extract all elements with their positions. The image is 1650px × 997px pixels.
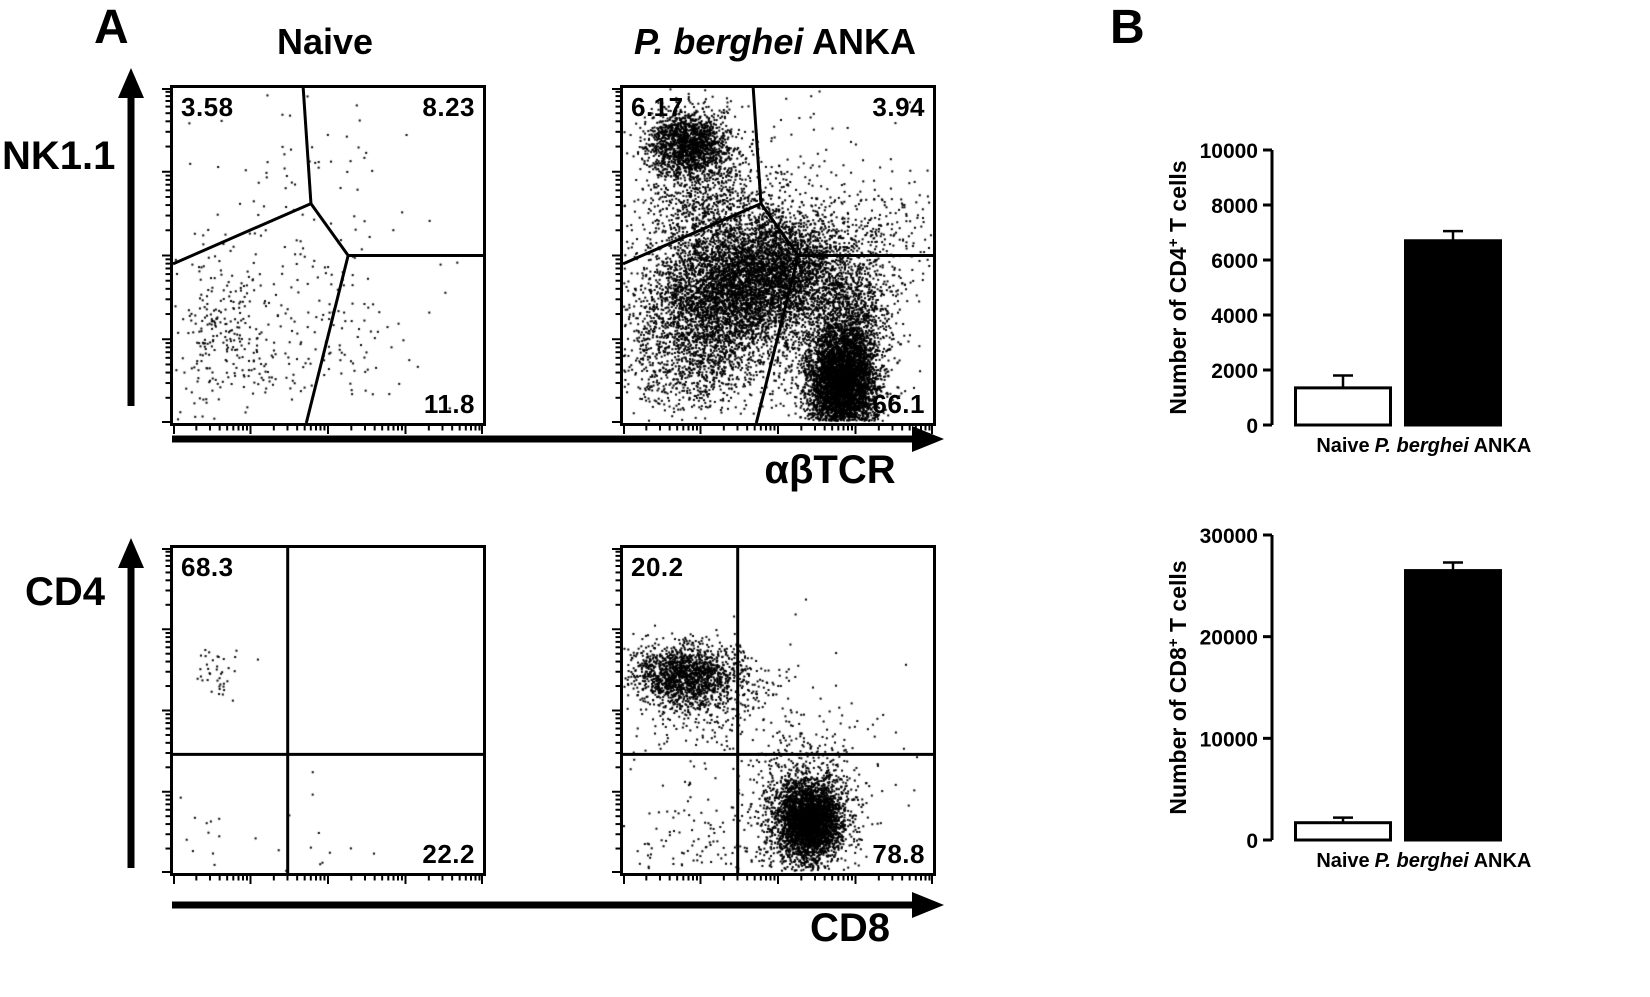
flow-plot-naive-cd4-cd8: 68.3 22.2 <box>162 545 486 884</box>
flow-plot-pberghei-cd4-cd8: 20.2 78.8 <box>612 545 936 884</box>
svg-text:6000: 6000 <box>1211 250 1258 273</box>
gate-pct-bottom-right: 78.8 <box>872 839 925 869</box>
cd4-bar-chart-svg: 0 2000 4000 6000 8000 10000 Number of CD4+ T c… <box>1165 140 1532 457</box>
plot-title-pberghei: P. berghei ANKA <box>600 22 950 62</box>
cd4-bar-chart: 0 2000 4000 6000 8000 10000 Number of CD4+ T c… <box>1150 130 1650 480</box>
svg-text:Number of CD8+ T cells: Number of CD8+ T cells <box>1165 560 1191 814</box>
svg-text:0: 0 <box>1246 830 1258 853</box>
gate-pct-top-left: 6.17 <box>631 92 684 122</box>
y-axis-ticks <box>612 88 620 423</box>
gate-lines <box>173 88 483 423</box>
cd8-axis-label: CD8 <box>809 906 891 950</box>
plot-title-naive: Naive <box>170 22 480 62</box>
gate-lines <box>623 548 933 873</box>
cd4-axis-label: CD4 <box>25 570 106 614</box>
svg-text:8000: 8000 <box>1211 195 1258 218</box>
cd8-bar-chart: 0 10000 20000 30000 Number of CD8+ T cells Na… <box>1150 515 1650 895</box>
nk11-axis-label: NK1.1 <box>2 134 116 178</box>
flow-plot-pberghei-nk11-tcr: 6.17 3.94 66.1 <box>612 85 936 434</box>
scatter-dots-canvas <box>173 548 483 873</box>
abtcr-axis-label: αβTCR <box>764 448 896 492</box>
x-axis-ticks <box>623 876 933 884</box>
svg-text:0: 0 <box>1246 415 1258 438</box>
flow-plot-naive-nk11-tcr: 3.58 8.23 11.8 <box>162 85 486 434</box>
gate-lines <box>173 548 483 873</box>
gate-pct-top-right: 3.94 <box>872 92 925 122</box>
plot-title-pberghei-text: ANKA <box>803 21 917 62</box>
x-axis-ticks <box>173 426 483 434</box>
svg-text:10000: 10000 <box>1200 728 1258 751</box>
x-axis-ticks <box>173 876 483 884</box>
gate-pct-top-right: 8.23 <box>422 92 475 122</box>
gate-pct-bottom-right: 11.8 <box>423 389 475 419</box>
svg-text:Naive: Naive <box>1316 435 1369 457</box>
svg-text:Naive: Naive <box>1316 850 1369 872</box>
scatter-dots-canvas <box>623 548 933 873</box>
panel-b-label: B <box>1110 1 1145 54</box>
plot-title-naive-text: Naive <box>276 21 374 62</box>
gate-pct-top-left: 20.2 <box>631 552 684 582</box>
y-axis-ticks <box>162 548 170 873</box>
svg-text:2000: 2000 <box>1211 360 1258 383</box>
x-axis-ticks <box>623 426 933 434</box>
svg-text:Number of CD4+ T cells: Number of CD4+ T cells <box>1165 160 1191 414</box>
gate-pct-bottom-right: 66.1 <box>872 389 925 419</box>
y-axis-ticks <box>162 88 170 423</box>
svg-text:20000: 20000 <box>1200 627 1258 650</box>
gate-pct-top-left: 68.3 <box>181 552 234 582</box>
svg-text:30000: 30000 <box>1200 525 1258 548</box>
cd8-bar-chart-svg: 0 10000 20000 30000 Number of CD8+ T cells Na… <box>1165 525 1532 872</box>
gate-lines <box>623 88 933 423</box>
svg-text:P. berghei ANKA: P. berghei ANKA <box>1375 850 1532 872</box>
cd4-axis-arrow <box>118 538 144 868</box>
panel-a-label: A <box>94 1 129 54</box>
abtcr-axis-arrow <box>172 426 944 452</box>
plot-title-pberghei-italic: P. berghei <box>633 21 804 62</box>
svg-text:10000: 10000 <box>1200 140 1258 163</box>
svg-text:4000: 4000 <box>1211 305 1258 328</box>
cd8-axis-arrow <box>172 892 944 918</box>
nk11-axis-arrow <box>118 68 144 406</box>
gate-pct-bottom-right: 22.2 <box>422 839 475 869</box>
gate-pct-top-left: 3.58 <box>181 92 234 122</box>
svg-text:P. berghei ANKA: P. berghei ANKA <box>1375 435 1532 457</box>
y-axis-ticks <box>612 548 620 873</box>
